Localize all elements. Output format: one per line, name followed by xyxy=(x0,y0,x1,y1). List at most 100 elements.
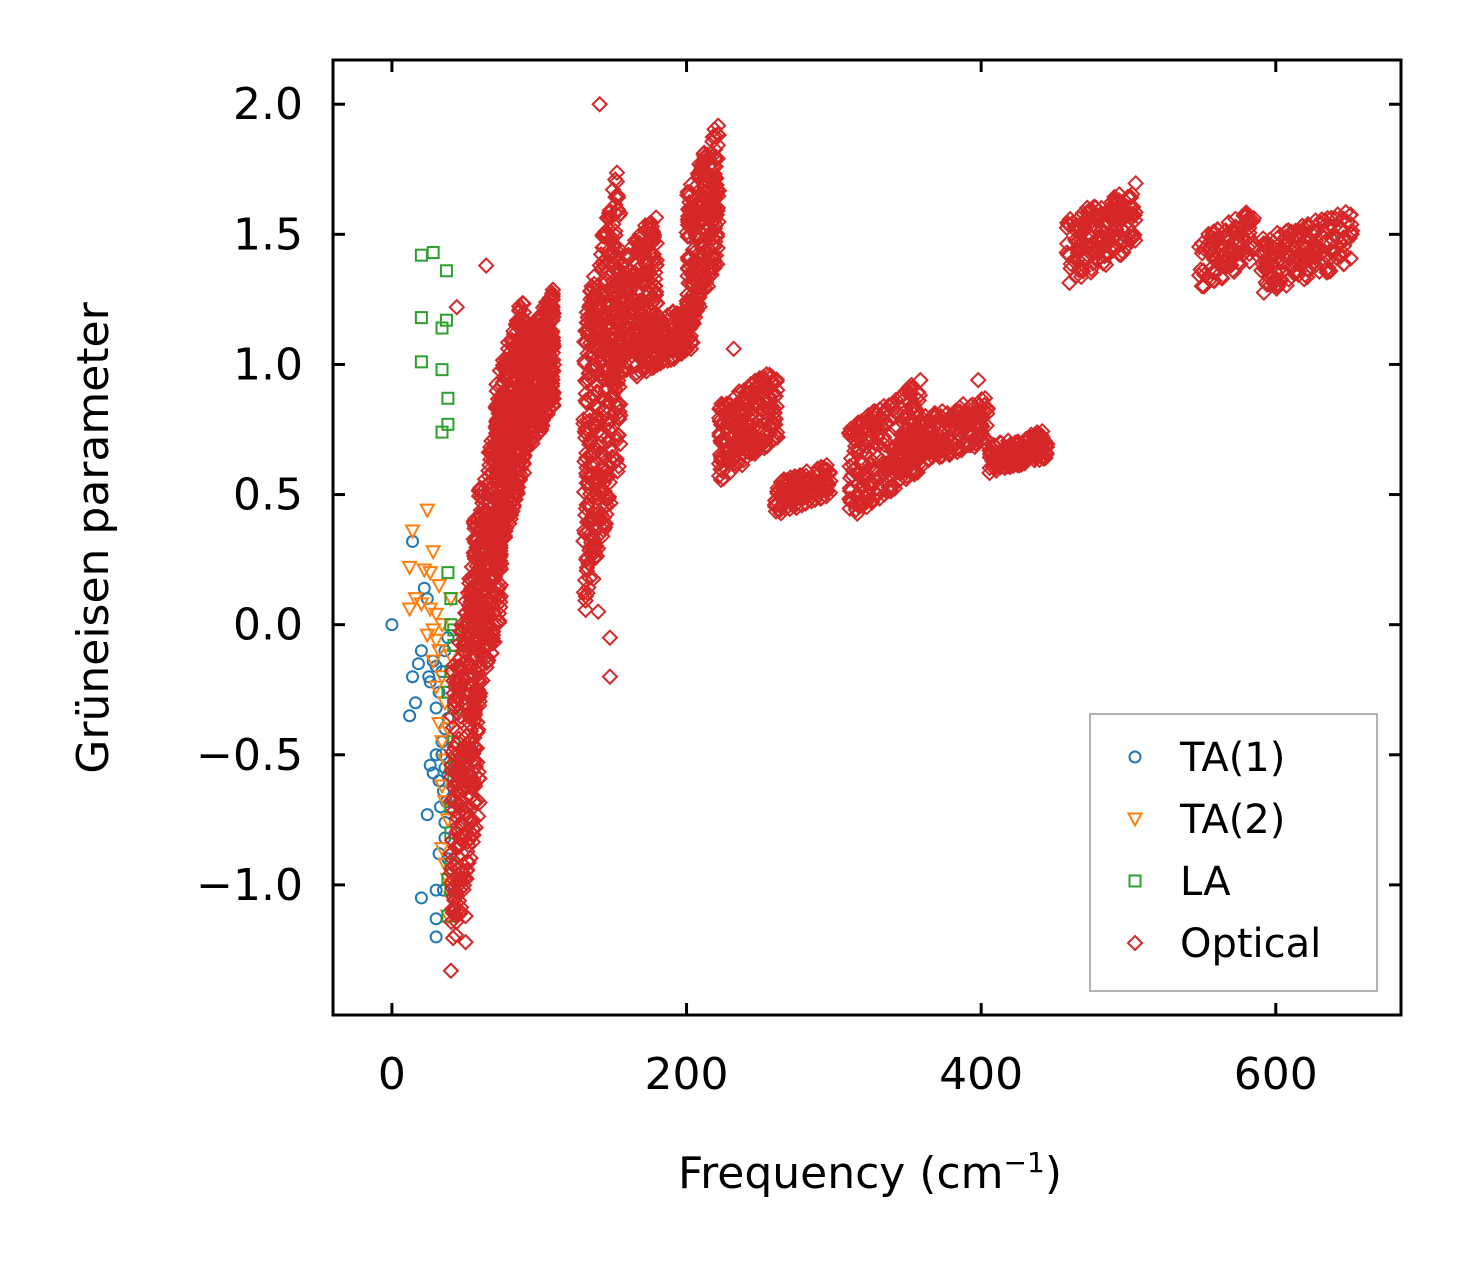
data-point xyxy=(730,420,747,438)
data-point xyxy=(867,420,885,438)
data-point xyxy=(792,480,810,498)
data-point xyxy=(910,391,928,409)
data-point xyxy=(585,438,603,455)
y-tick-label: 2.0 xyxy=(233,79,303,130)
data-point xyxy=(466,510,484,528)
data-point xyxy=(725,405,743,423)
data-point xyxy=(841,457,859,475)
data-point xyxy=(875,411,893,428)
data-point xyxy=(487,446,504,464)
data-point xyxy=(530,396,548,414)
data-point xyxy=(490,390,507,408)
data-point xyxy=(599,415,617,433)
data-point xyxy=(513,320,531,338)
x-tick-label: 600 xyxy=(1234,1049,1318,1100)
data-point xyxy=(514,427,532,445)
data-point xyxy=(450,836,468,854)
data-point xyxy=(978,401,996,418)
data-point xyxy=(472,626,489,644)
data-point xyxy=(470,763,487,781)
data-point xyxy=(628,364,646,382)
legend-label: LA xyxy=(1180,859,1231,905)
data-point xyxy=(433,779,451,795)
x-axis-label-end: ) xyxy=(1045,1148,1062,1199)
data-point xyxy=(867,485,885,503)
data-point xyxy=(935,421,953,439)
data-point xyxy=(647,313,665,331)
data-point xyxy=(420,808,434,822)
data-point xyxy=(679,249,697,267)
data-point xyxy=(430,644,448,660)
data-point xyxy=(471,479,489,497)
data-point xyxy=(583,488,601,506)
data-point xyxy=(477,257,495,274)
data-point xyxy=(783,495,801,513)
data-point xyxy=(544,397,562,415)
data-point xyxy=(489,530,507,548)
data-point xyxy=(1273,253,1290,271)
legend-frame xyxy=(1089,713,1378,992)
data-point xyxy=(464,811,482,829)
data-point xyxy=(604,181,622,199)
data-point xyxy=(577,500,595,517)
data-point xyxy=(1126,232,1144,249)
data-point xyxy=(401,602,418,618)
data-point xyxy=(1112,246,1130,264)
data-point xyxy=(642,245,660,263)
data-point xyxy=(419,503,436,519)
data-point xyxy=(1283,225,1301,243)
data-point xyxy=(643,359,661,377)
data-point xyxy=(450,650,468,668)
data-point xyxy=(448,673,466,690)
data-point xyxy=(508,483,526,500)
data-point xyxy=(447,883,465,901)
data-point xyxy=(457,671,474,689)
data-point xyxy=(768,429,786,446)
data-point xyxy=(465,794,483,811)
data-point xyxy=(512,460,530,478)
data-point xyxy=(487,443,505,461)
data-point xyxy=(1207,249,1225,267)
data-point xyxy=(782,469,799,486)
data-point xyxy=(1097,244,1115,261)
data-point xyxy=(1121,204,1139,222)
data-point xyxy=(577,601,595,619)
data-point xyxy=(577,449,595,467)
data-point xyxy=(513,384,531,402)
data-point xyxy=(726,388,744,406)
data-point xyxy=(774,482,792,500)
data-point xyxy=(697,182,715,200)
data-point xyxy=(715,469,732,487)
data-point xyxy=(577,392,595,410)
data-point xyxy=(607,452,625,470)
y-tick-label: 1.0 xyxy=(233,339,303,390)
data-point xyxy=(860,459,878,477)
data-point xyxy=(661,317,679,335)
data-point xyxy=(686,202,703,220)
data-point xyxy=(1322,235,1340,252)
data-point xyxy=(575,583,593,601)
data-point xyxy=(1089,210,1107,228)
data-point xyxy=(520,367,538,385)
data-point xyxy=(941,446,958,464)
data-point xyxy=(455,781,473,799)
data-point xyxy=(1076,221,1094,239)
data-point xyxy=(575,411,592,428)
data-point xyxy=(484,629,501,647)
data-point xyxy=(706,187,724,205)
data-point xyxy=(877,457,894,475)
data-point xyxy=(435,321,449,335)
data-point xyxy=(611,275,629,292)
data-point xyxy=(608,432,625,450)
data-point xyxy=(1229,245,1247,263)
data-point xyxy=(442,913,460,931)
data-point xyxy=(414,355,428,369)
data-point xyxy=(406,670,420,684)
data-point xyxy=(650,350,668,367)
legend: TA(1) TA(2) LA Optical xyxy=(1089,713,1378,992)
data-point xyxy=(447,763,465,781)
data-point xyxy=(1195,278,1213,295)
data-point xyxy=(586,397,604,415)
data-point xyxy=(797,495,815,512)
data-point xyxy=(595,509,613,527)
